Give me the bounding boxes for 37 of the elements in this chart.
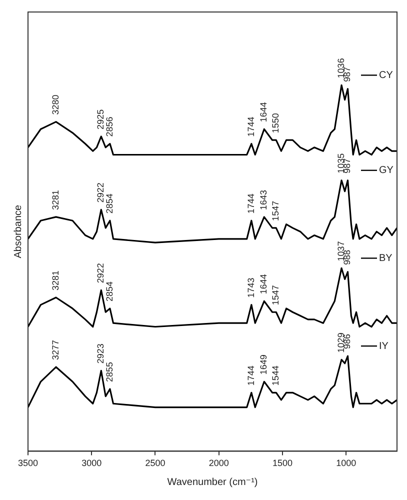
annotation: 3277 — [50, 340, 60, 360]
annotation: 3281 — [50, 190, 60, 210]
annotation: 2922 — [96, 182, 106, 203]
annotation: 1547 — [270, 285, 281, 306]
x-tick-label: 1000 — [336, 458, 356, 468]
annotation: 1744 — [246, 116, 256, 137]
annotation: 2854 — [104, 194, 114, 214]
y-axis-title: Absorbance — [12, 204, 24, 258]
annotation: 1644 — [258, 274, 269, 294]
x-axis-title: Wavenumber (cm⁻¹) — [167, 476, 258, 488]
x-tick-label: 3000 — [82, 458, 102, 468]
annotation: 1550 — [270, 113, 281, 134]
annotation: 1643 — [258, 190, 269, 210]
annotation: 1743 — [246, 278, 256, 298]
annotation: 3280 — [50, 94, 60, 115]
annotation: 2923 — [96, 344, 106, 364]
annotation: 1649 — [258, 354, 269, 375]
x-tick-label: 3500 — [18, 458, 38, 468]
annotation: 1744 — [246, 366, 256, 386]
legend-label: GY — [379, 165, 394, 176]
annotation: 987 — [342, 158, 352, 174]
annotation: 2922 — [96, 263, 106, 284]
annotation: 1544 — [270, 366, 281, 386]
annotation: 2855 — [104, 362, 114, 382]
annotation: 1744 — [246, 194, 256, 214]
legend-label: IY — [379, 340, 389, 352]
annotation: 2856 — [104, 116, 114, 137]
annotation: 3281 — [50, 270, 60, 290]
annotation: 2854 — [104, 281, 114, 302]
annotation: 1644 — [258, 102, 269, 122]
legend-label: CY — [379, 70, 394, 81]
x-tick-label: 2000 — [208, 458, 229, 468]
legend-label: BY — [379, 252, 393, 264]
x-tick-label: 1500 — [272, 458, 292, 468]
annotation: 1547 — [270, 200, 281, 221]
x-tick-label: 2500 — [145, 458, 166, 468]
annotation: 2925 — [96, 109, 106, 130]
